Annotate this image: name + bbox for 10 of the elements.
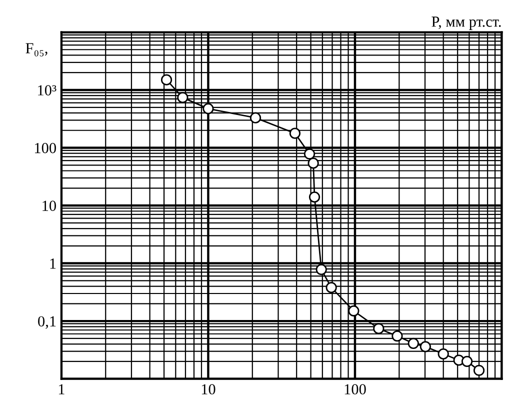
y-tick-label: 100: [35, 142, 56, 154]
y-tick-label: 0,1: [38, 316, 56, 329]
x-axis-title: P, мм рт.ст.: [432, 16, 501, 30]
y-tick-label: 10³: [38, 85, 56, 96]
x-tick-label: 1: [58, 384, 64, 394]
y-tick-label: 10: [42, 200, 56, 211]
y-axis-title: F₀₅,: [26, 43, 48, 56]
x-tick-label: 100: [344, 384, 366, 394]
x-tick-label: 10: [202, 384, 216, 394]
y-tick-label: 1: [50, 258, 56, 269]
